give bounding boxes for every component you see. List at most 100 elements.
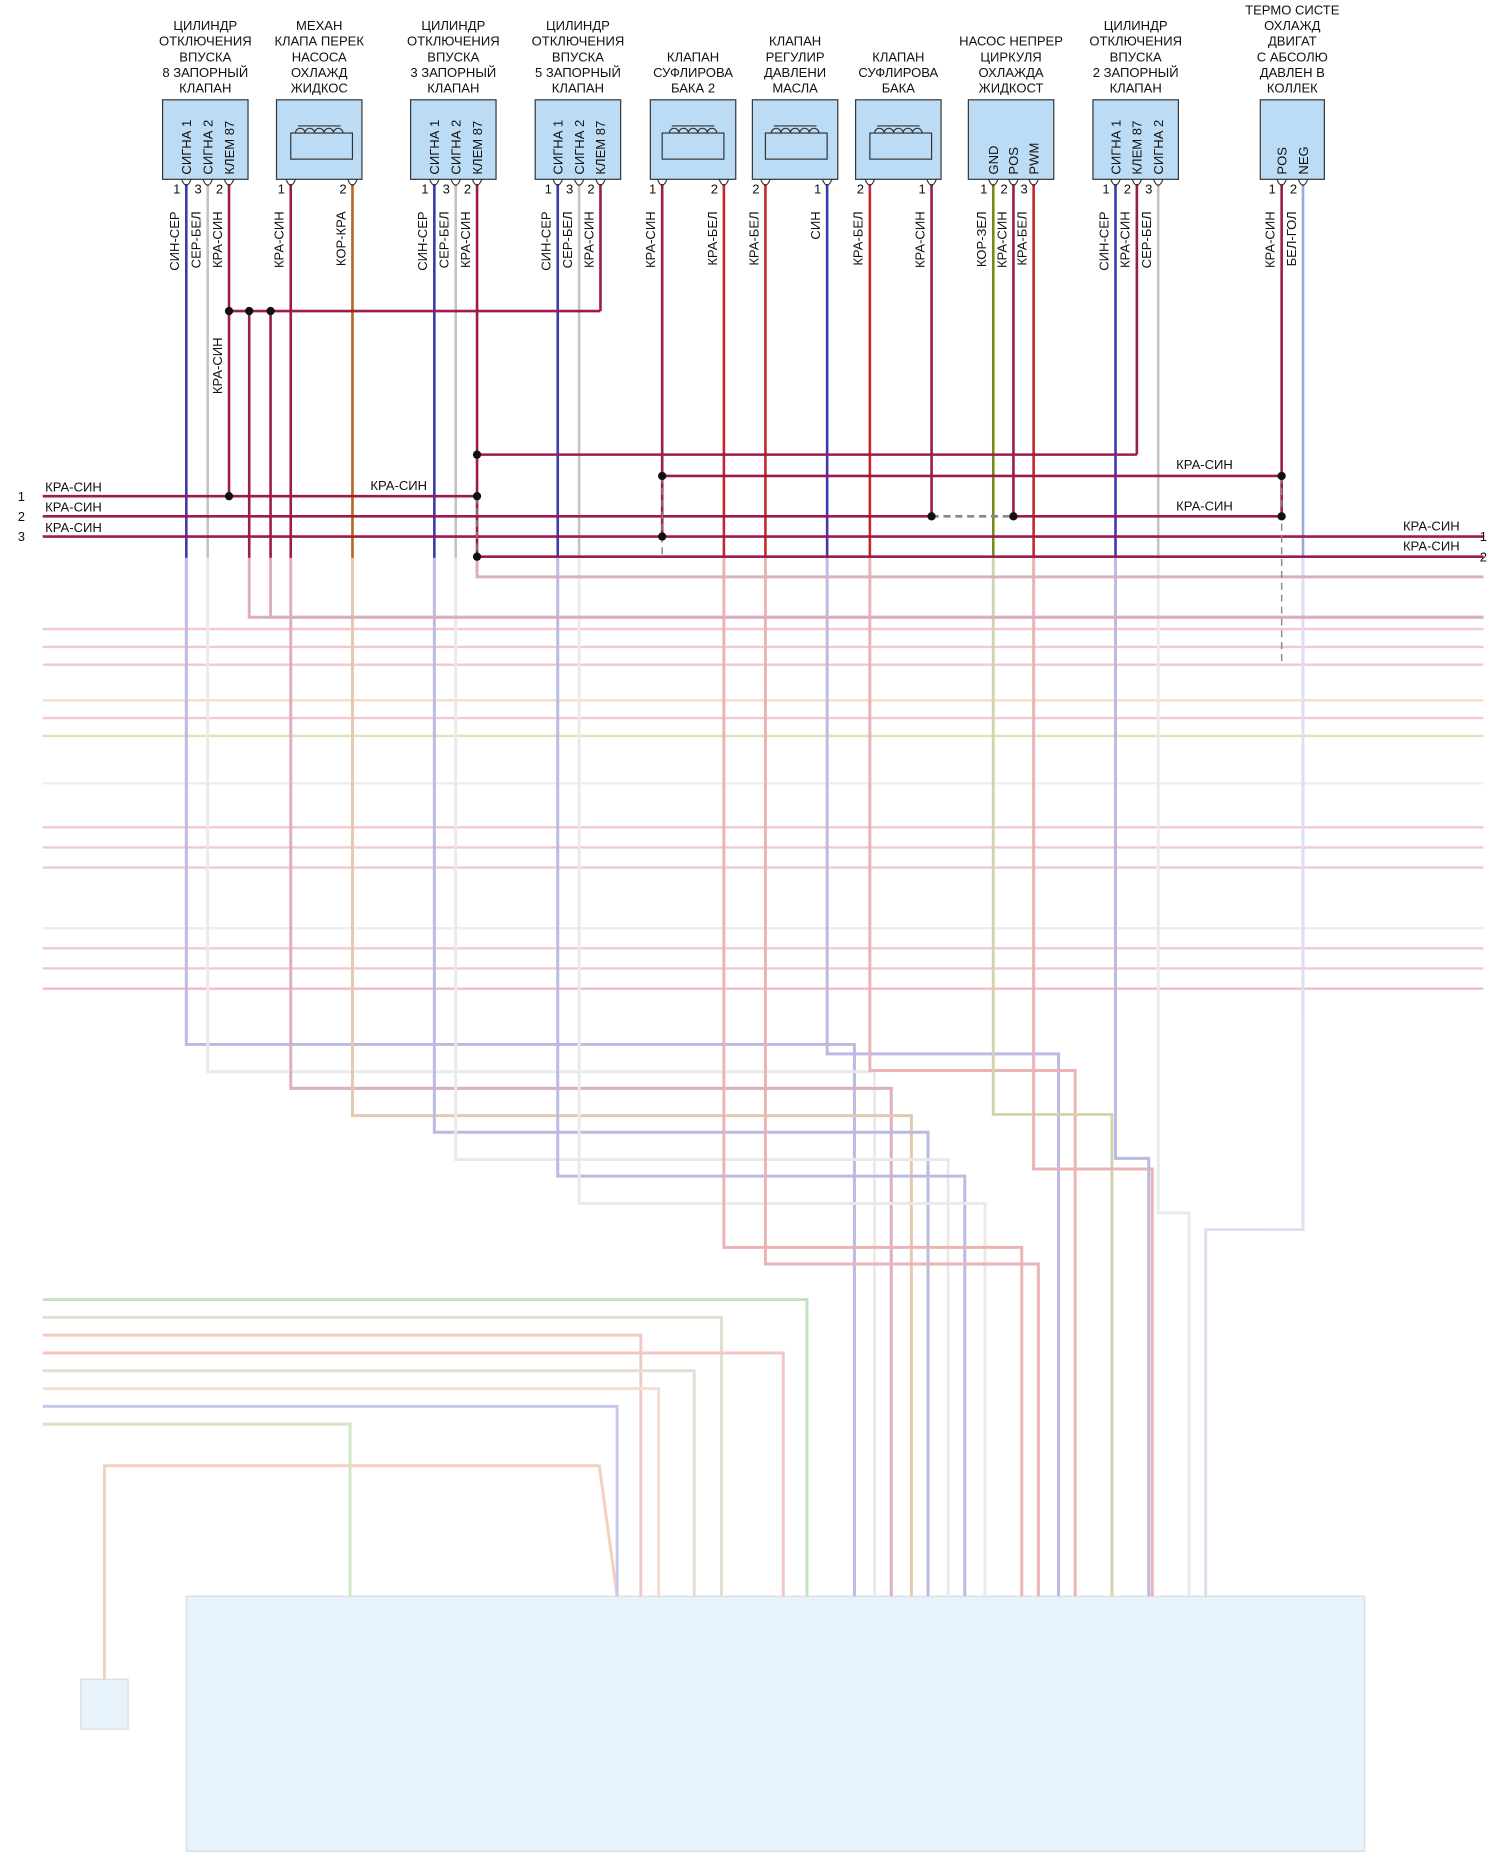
pin-number: 2 xyxy=(857,182,864,197)
pin-number: 1 xyxy=(649,182,656,197)
pin-number: 3 xyxy=(566,182,573,197)
splice xyxy=(658,471,667,481)
component-title: КЛАПАН xyxy=(667,49,719,64)
wire xyxy=(289,557,893,1597)
wire-label: КРА-БЕЛ xyxy=(746,211,761,265)
wire xyxy=(42,1298,809,1597)
connector-number: 1 xyxy=(1480,529,1487,544)
wire-label: СЕР-БЕЛ xyxy=(1139,211,1154,268)
pin-number: 2 xyxy=(711,182,718,197)
component-box xyxy=(410,99,497,180)
pin-terminal xyxy=(223,179,235,186)
component-title: ОХЛАЖД xyxy=(291,65,348,80)
wire xyxy=(432,557,930,1597)
wire-label: КРА-СИН xyxy=(581,211,596,268)
pin-number: 3 xyxy=(443,182,450,197)
pin-terminal xyxy=(450,179,461,186)
connection-wire-label: КРА-СИН xyxy=(45,479,102,494)
component-box xyxy=(751,99,839,180)
component-title: КЛАПАН xyxy=(179,81,231,96)
splice xyxy=(224,492,234,501)
wire xyxy=(42,1387,661,1597)
splice xyxy=(927,512,936,521)
splice xyxy=(472,552,482,561)
pin-number: 2 xyxy=(339,182,346,197)
component-box xyxy=(855,99,942,180)
splice xyxy=(472,450,482,459)
pin-number: 2 xyxy=(1000,182,1007,197)
component-title: КЛАПА ПЕРЕК xyxy=(274,34,364,49)
component-title: С АБСОЛЮ xyxy=(1257,49,1328,64)
wire-label: СИН-СЕР xyxy=(1096,211,1111,271)
splice xyxy=(1277,471,1286,481)
wire-label: СИН xyxy=(808,211,823,239)
component-title: ОТКЛЮЧЕНИЯ xyxy=(407,34,500,49)
component-title: ЦИЛИНДР xyxy=(1104,18,1168,33)
pin-name: СИГНА 2 xyxy=(200,120,215,175)
component-title: КЛАПАН xyxy=(872,49,924,64)
pin-terminal xyxy=(1297,179,1309,186)
wire-label: БЕЛ-ГОЛ xyxy=(1284,211,1299,266)
splice xyxy=(1009,512,1018,521)
coil-frame xyxy=(764,132,828,160)
component-title: 3 ЗАПОРНЫЙ xyxy=(410,65,496,80)
pin-number: 1 xyxy=(1269,182,1276,197)
pin-name: СИГНА 2 xyxy=(1151,120,1166,175)
component-title: ЦИЛИНДР xyxy=(173,18,237,33)
pin-number: 3 xyxy=(195,182,202,197)
component-title: КЛАПАН xyxy=(552,81,604,96)
wire xyxy=(42,1422,352,1597)
wire-label: КРА-БЕЛ xyxy=(1015,211,1030,265)
component-box xyxy=(967,99,1055,180)
wire xyxy=(1156,557,1191,1597)
wire-label: КОР-ЗЕЛ xyxy=(974,211,989,267)
pin-number: 1 xyxy=(545,182,552,197)
wire-label: КРА-СИН xyxy=(370,478,427,493)
pin-number: 1 xyxy=(1102,182,1109,197)
pin-number: 1 xyxy=(421,182,428,197)
wire xyxy=(991,557,1114,1597)
pin-number: 2 xyxy=(464,182,471,197)
component-title: НАСОС НЕПРЕР xyxy=(959,34,1063,49)
pin-terminal xyxy=(1152,179,1164,186)
splice xyxy=(266,306,275,316)
splice xyxy=(245,306,254,316)
wire-label: КОР-КРА xyxy=(333,211,348,266)
pin-terminal xyxy=(1110,179,1121,186)
wire-label: КРА-СИН xyxy=(1263,211,1278,268)
wire-label: КРА-СИН xyxy=(994,211,1009,268)
wire xyxy=(556,557,967,1597)
component-title: ТЕРМО СИСТЕ xyxy=(1245,2,1340,17)
component-box xyxy=(649,99,737,180)
component-title: ЖИДКОСТ xyxy=(979,81,1044,96)
pin-name: КЛЕМ 87 xyxy=(470,121,485,175)
component-title: ДАВЛЕНИ xyxy=(764,65,826,80)
component-title: ЖИДКОС xyxy=(291,81,348,96)
wire xyxy=(763,557,1040,1597)
pin-name: PWM xyxy=(1026,143,1041,175)
pin-terminal xyxy=(202,179,213,186)
component-title: ОХЛАЖДА xyxy=(979,65,1044,80)
wire xyxy=(269,557,1484,619)
pin-terminal xyxy=(1008,179,1019,186)
pin-number: 1 xyxy=(814,182,821,197)
component-title: ОХЛАЖД xyxy=(1264,18,1321,33)
pin-name: NEG xyxy=(1296,146,1311,174)
pin-terminal xyxy=(821,179,833,186)
wire xyxy=(102,1464,619,1680)
pin-number: 1 xyxy=(918,182,925,197)
component-title: ДВИГАТ xyxy=(1268,34,1317,49)
pin-terminal xyxy=(987,179,999,186)
control-module xyxy=(185,1595,1366,1852)
pin-number: 2 xyxy=(752,182,759,197)
component-title: ВПУСКА xyxy=(427,49,479,64)
pin-name: СИГНА 2 xyxy=(448,120,463,175)
wire-label: КРА-СИН xyxy=(643,211,658,268)
wire-label: КРА-СИН xyxy=(272,211,287,268)
wire xyxy=(1204,557,1305,1597)
connector-number: 3 xyxy=(18,529,25,544)
pin-terminal xyxy=(552,179,564,186)
connector-number: 1 xyxy=(18,489,25,504)
component-title: КЛАПАН xyxy=(1110,81,1162,96)
